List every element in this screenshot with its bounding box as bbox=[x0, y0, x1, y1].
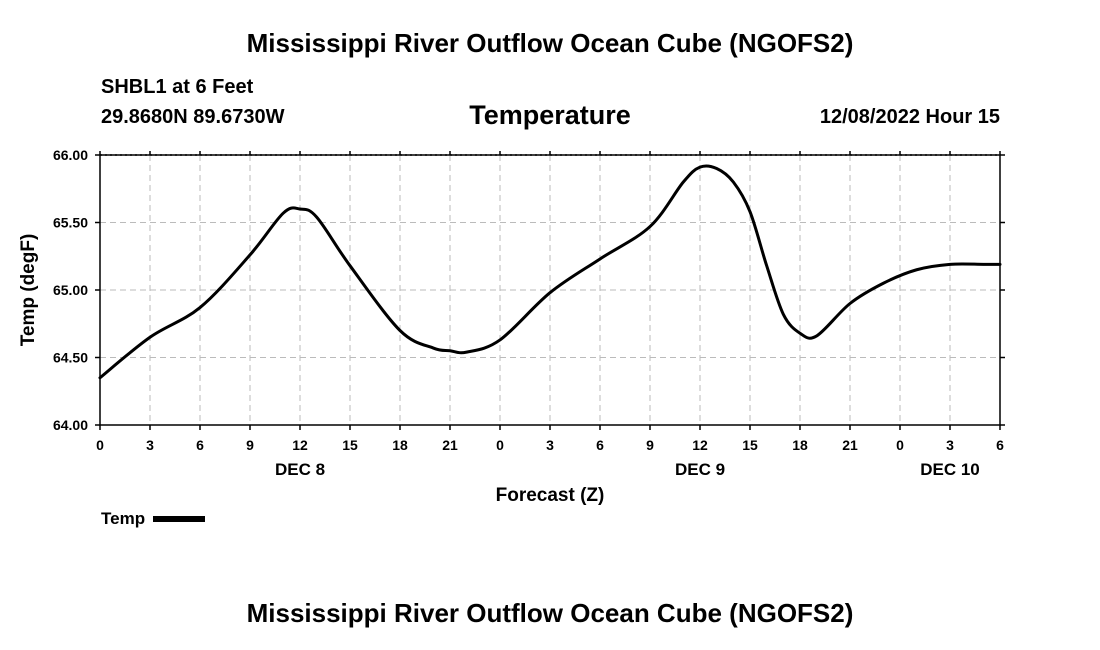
date-labels: DEC 8 DEC 9 DEC 10 bbox=[275, 460, 980, 479]
x-tick-label: 6 bbox=[596, 437, 604, 453]
footer-title: Mississippi River Outflow Ocean Cube (NG… bbox=[246, 598, 854, 628]
x-tick-label: 15 bbox=[342, 437, 358, 453]
tick-marks bbox=[95, 151, 1005, 430]
timestamp-label: 12/08/2022 Hour 15 bbox=[819, 106, 1000, 128]
y-tick-labels: 64.00 64.50 65.00 65.50 66.00 bbox=[53, 147, 88, 433]
grid-lines bbox=[100, 154, 1000, 425]
legend-swatch-temp bbox=[153, 516, 206, 522]
y-tick-label: 65.50 bbox=[53, 215, 88, 231]
coordinates-label: 29.8680N 89.6730W bbox=[101, 106, 285, 128]
x-tick-labels: 0 3 6 9 12 15 18 21 0 3 6 9 12 15 18 21 0 3 6 bbox=[96, 437, 1004, 453]
x-tick-label: 3 bbox=[946, 437, 954, 453]
x-tick-label: 6 bbox=[996, 437, 1004, 453]
x-tick-label: 18 bbox=[392, 437, 408, 453]
x-tick-label: 21 bbox=[442, 437, 458, 453]
date-label: DEC 8 bbox=[275, 460, 325, 479]
x-tick-label: 0 bbox=[96, 437, 104, 453]
temperature-chart: 64.00 64.50 65.00 65.50 66.00 0 3 6 9 12 15 18 21 0 3… bbox=[18, 147, 1005, 506]
x-tick-label: 0 bbox=[896, 437, 904, 453]
x-tick-label: 15 bbox=[742, 437, 758, 453]
x-tick-label: 3 bbox=[546, 437, 554, 453]
x-tick-label: 9 bbox=[246, 437, 254, 453]
x-tick-label: 6 bbox=[196, 437, 204, 453]
y-tick-label: 64.50 bbox=[53, 350, 88, 366]
x-tick-label: 12 bbox=[292, 437, 308, 453]
legend: Temp bbox=[101, 509, 206, 529]
y-tick-label: 65.00 bbox=[53, 282, 88, 298]
series-line-temp bbox=[98, 164, 1002, 380]
x-tick-label: 0 bbox=[496, 437, 504, 453]
x-tick-label: 12 bbox=[692, 437, 708, 453]
x-tick-label: 3 bbox=[146, 437, 154, 453]
x-axis-title: Forecast (Z) bbox=[496, 485, 605, 506]
main-title: Mississippi River Outflow Ocean Cube (NG… bbox=[246, 28, 854, 58]
chart-title: Temperature bbox=[469, 100, 631, 130]
y-tick-label: 64.00 bbox=[53, 417, 88, 433]
y-tick-label: 66.00 bbox=[53, 147, 88, 163]
station-label: SHBL1 at 6 Feet bbox=[101, 76, 254, 98]
date-label: DEC 9 bbox=[675, 460, 725, 479]
x-tick-label: 18 bbox=[792, 437, 808, 453]
x-tick-label: 21 bbox=[842, 437, 858, 453]
date-label: DEC 10 bbox=[920, 460, 980, 479]
legend-label-temp: Temp bbox=[101, 509, 146, 528]
y-axis-title: Temp (degF) bbox=[18, 234, 39, 347]
x-tick-label: 9 bbox=[646, 437, 654, 453]
